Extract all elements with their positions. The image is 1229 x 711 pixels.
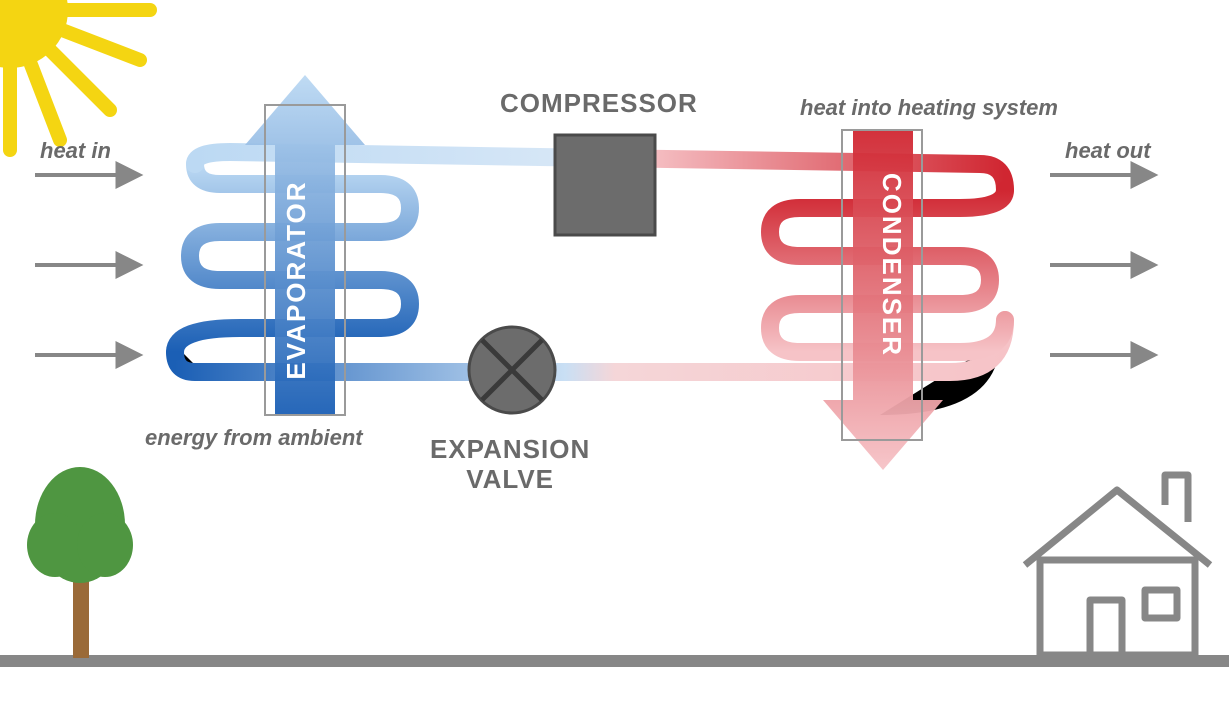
heat-into-heating-system-label: heat into heating system — [800, 95, 1058, 121]
expansion-valve-label-line2: VALVE — [466, 464, 554, 494]
expansion-valve-label: EXPANSION VALVE — [430, 435, 590, 495]
sun-icon — [0, 0, 150, 150]
house-icon — [1025, 475, 1210, 655]
heat-out-arrows — [1050, 175, 1150, 355]
energy-from-ambient-label: energy from ambient — [145, 425, 363, 451]
compressor-box — [555, 135, 655, 235]
heat-in-label: heat in — [40, 138, 111, 164]
condenser-label: CONDENSER — [877, 173, 907, 357]
tree-icon — [27, 467, 133, 658]
evaporator-label: EVAPORATOR — [281, 180, 311, 379]
heat-out-label: heat out — [1065, 138, 1151, 164]
expansion-valve — [469, 327, 555, 413]
heat-in-arrows — [35, 175, 135, 355]
expansion-valve-label-line1: EXPANSION — [430, 434, 590, 464]
compressor-label: COMPRESSOR — [500, 88, 698, 119]
